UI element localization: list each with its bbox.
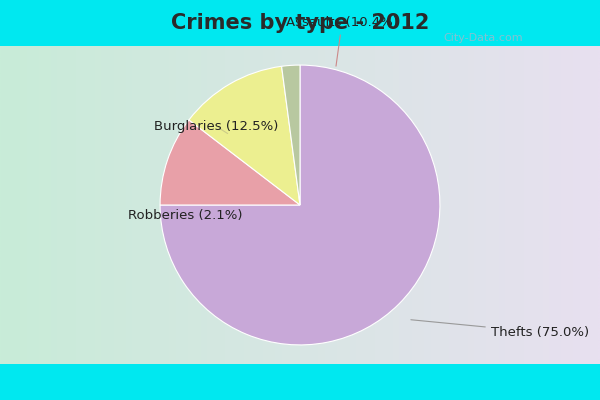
Text: Burglaries (12.5%): Burglaries (12.5%) [154,120,278,134]
Wedge shape [160,120,300,205]
Wedge shape [189,66,300,205]
Text: Thefts (75.0%): Thefts (75.0%) [411,320,589,339]
Text: Assaults (10.4%): Assaults (10.4%) [286,16,398,66]
Wedge shape [160,65,440,345]
Text: City-Data.com: City-Data.com [443,33,523,43]
Text: Robberies (2.1%): Robberies (2.1%) [128,209,243,222]
Text: Crimes by type - 2012: Crimes by type - 2012 [171,13,429,33]
Wedge shape [281,65,300,205]
